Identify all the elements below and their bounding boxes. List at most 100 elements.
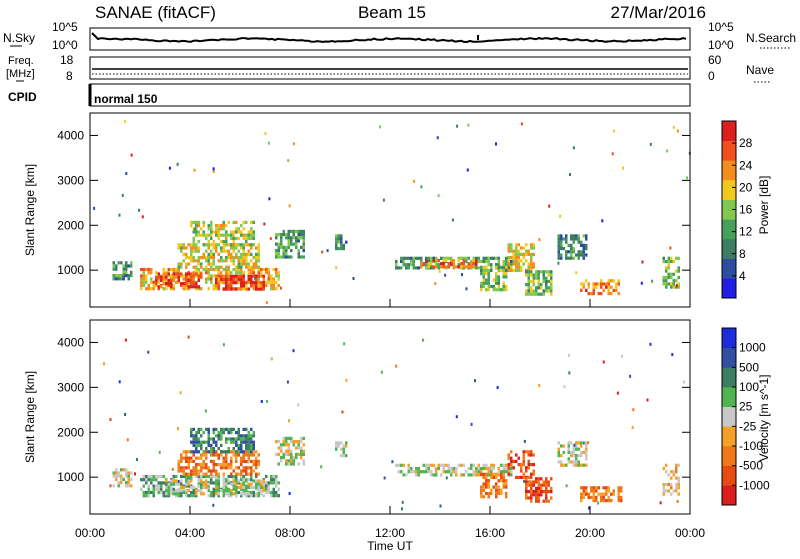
- power-echo-cell: [572, 237, 575, 241]
- velocity-echo-cell: [482, 475, 485, 480]
- freq-label-2: [MHz]: [6, 68, 35, 80]
- velocity-echo-cell: [512, 459, 515, 463]
- velocity-echo-cell: [262, 482, 265, 486]
- velocity-echo-cell: [590, 486, 593, 490]
- velocity-echo-cell: [292, 349, 295, 353]
- power-echo-cell: [297, 252, 300, 256]
- velocity-echo-cell: [212, 463, 215, 467]
- power-echo-cell: [197, 220, 200, 224]
- velocity-echo-cell: [247, 453, 250, 457]
- velocity-echo-cell: [477, 466, 480, 471]
- power-echo-cell: [597, 292, 600, 296]
- velocity-echo-cell: [257, 489, 260, 493]
- power-echo-cell: [542, 273, 545, 277]
- velocity-echo-cell: [425, 470, 428, 474]
- velocity-echo-cell: [260, 492, 263, 496]
- velocity-echo-cell: [212, 490, 215, 495]
- velocity-echo-cell: [245, 479, 248, 483]
- power-echo-cell: [280, 242, 283, 246]
- velocity-echo-cell: [235, 485, 238, 489]
- power-echo-cell: [272, 283, 275, 288]
- power-echo-cell: [187, 287, 190, 291]
- velocity-echo-cell: [232, 469, 235, 473]
- power-echo-cell: [240, 287, 243, 291]
- power-echo-cell: [510, 265, 513, 269]
- velocity-echo-cell: [457, 463, 460, 467]
- power-echo-cell: [250, 243, 253, 247]
- power-echo-cell: [205, 271, 208, 275]
- power-echo-cell: [340, 240, 343, 244]
- velocity-echo-cell: [147, 474, 150, 479]
- velocity-echo-cell: [197, 440, 200, 444]
- velocity-echo-cell: [467, 466, 470, 471]
- power-echo-cell: [255, 265, 258, 269]
- power-echo-cell: [268, 197, 271, 201]
- power-echo-cell: [280, 255, 283, 259]
- velocity-echo-cell: [582, 492, 585, 496]
- velocity-echo-cell: [157, 487, 160, 491]
- power-echo-cell: [427, 259, 430, 264]
- velocity-echo-cell: [160, 487, 163, 491]
- velocity-echo-cell: [250, 472, 253, 476]
- power-echo-cell: [432, 256, 435, 260]
- power-echo-cell: [235, 277, 238, 282]
- power-echo-cell: [580, 243, 583, 247]
- velocity-echo-cell: [482, 488, 485, 492]
- velocity-echo-cell: [425, 463, 428, 467]
- power-echo-cell: [255, 246, 258, 250]
- power-echo-cell: [577, 250, 580, 254]
- power-echo-cell: [227, 284, 230, 288]
- power-echo-cell: [427, 256, 430, 260]
- velocity-echo-cell: [683, 380, 686, 384]
- velocity-echo-cell: [510, 463, 513, 467]
- velocity-echo-cell: [207, 431, 210, 435]
- velocity-echo-cell: [300, 456, 303, 460]
- velocity-echo-cell: [252, 450, 255, 454]
- power-echo-cell: [585, 237, 588, 241]
- velocity-echo-cell: [217, 456, 220, 460]
- velocity-echo-cell: [485, 485, 488, 489]
- power-echo-cell: [157, 280, 160, 284]
- power-echo-cell: [532, 279, 535, 283]
- velocity-echo-cell: [171, 467, 174, 471]
- power-echo-cell: [537, 286, 540, 290]
- velocity-echo-cell: [670, 470, 673, 474]
- power-echo-cell: [250, 274, 253, 278]
- velocity-echo-cell: [192, 469, 195, 473]
- power-echo-cell: [585, 234, 588, 238]
- power-echo-cell: [522, 246, 525, 250]
- velocity-echo-cell: [235, 431, 238, 435]
- power-echo-cell: [425, 266, 428, 270]
- velocity-echo-cell: [422, 463, 425, 467]
- power-echo-cell: [200, 265, 203, 269]
- power-echo-cell: [215, 243, 218, 247]
- velocity-echo-cell: [675, 463, 678, 467]
- velocity-echo-cell: [460, 463, 463, 467]
- velocity-echo-cell: [676, 500, 679, 503]
- velocity-echo-cell: [217, 474, 220, 479]
- power-echo-cell: [175, 272, 178, 276]
- power-echo-cell: [582, 256, 585, 260]
- power-echo-cell: [185, 275, 188, 279]
- power-echo-cell: [607, 285, 610, 289]
- velocity-echo-cell: [600, 492, 603, 496]
- velocity-echo-cell: [455, 415, 458, 419]
- velocity-echo-cell: [257, 472, 260, 476]
- velocity-echo-cell: [185, 484, 188, 488]
- velocity-echo-cell: [150, 478, 153, 482]
- velocity-echo-cell: [482, 495, 485, 499]
- velocity-echo-cell: [537, 499, 540, 503]
- power-echo-cell: [197, 256, 200, 260]
- velocity-echo-cell: [430, 463, 433, 467]
- power-echo-cell: [505, 275, 508, 279]
- power-echo-cell: [167, 282, 170, 286]
- velocity-echo-cell: [200, 479, 203, 483]
- velocity-echo-cell: [530, 493, 533, 497]
- velocity-echo-cell: [662, 492, 665, 496]
- velocity-echo-cell: [177, 427, 179, 431]
- velocity-echo-cell: [147, 484, 150, 488]
- velocity-echo-cell: [288, 419, 290, 423]
- power-echo-cell: [649, 142, 652, 146]
- velocity-echo-cell: [118, 380, 121, 384]
- power-echo-cell: [167, 272, 170, 276]
